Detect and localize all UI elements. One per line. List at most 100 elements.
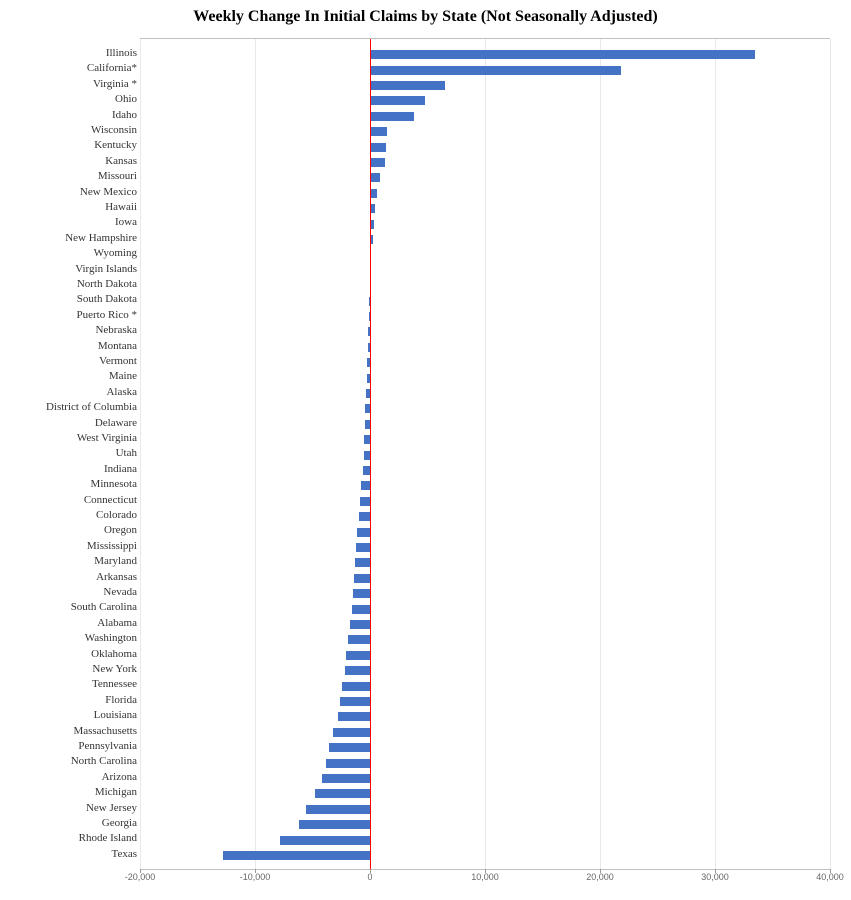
bar-label: North Carolina bbox=[7, 754, 137, 769]
gridline bbox=[255, 39, 256, 869]
bar bbox=[361, 481, 370, 490]
bar-label: Connecticut bbox=[7, 493, 137, 508]
bar-label: Montana bbox=[7, 339, 137, 354]
zero-line bbox=[370, 39, 371, 869]
bar bbox=[326, 759, 370, 768]
bar-label: Oklahoma bbox=[7, 647, 137, 662]
bar-label: Arkansas bbox=[7, 570, 137, 585]
bar-label: Nevada bbox=[7, 585, 137, 600]
bar bbox=[223, 851, 370, 860]
bar-label: Puerto Rico * bbox=[7, 308, 137, 323]
bar-label: Virgin Islands bbox=[7, 262, 137, 277]
bar-label: Texas bbox=[7, 847, 137, 862]
bar-label: Indiana bbox=[7, 462, 137, 477]
bar bbox=[370, 189, 377, 198]
gridline bbox=[485, 39, 486, 869]
bar-label: California* bbox=[7, 61, 137, 76]
bar-label: Kansas bbox=[7, 154, 137, 169]
bar bbox=[322, 774, 370, 783]
bar-label: South Carolina bbox=[7, 600, 137, 615]
bar bbox=[354, 574, 370, 583]
bar bbox=[348, 635, 370, 644]
plot-area bbox=[140, 38, 830, 870]
bar-label: South Dakota bbox=[7, 292, 137, 307]
chart-container: Weekly Change In Initial Claims by State… bbox=[0, 0, 851, 900]
bar-label: Wyoming bbox=[7, 246, 137, 261]
bar bbox=[370, 112, 414, 121]
bar bbox=[338, 712, 370, 721]
x-tick-label: -20,000 bbox=[125, 872, 156, 882]
bar bbox=[357, 528, 370, 537]
bar bbox=[363, 466, 370, 475]
bar bbox=[299, 820, 370, 829]
x-tick-label: -10,000 bbox=[240, 872, 271, 882]
bar-label: West Virginia bbox=[7, 431, 137, 446]
bar-label: Tennessee bbox=[7, 677, 137, 692]
bar-label: New Jersey bbox=[7, 801, 137, 816]
gridline bbox=[140, 39, 141, 869]
bar-label: New York bbox=[7, 662, 137, 677]
bar-label: Minnesota bbox=[7, 477, 137, 492]
bar-label: New Hampshire bbox=[7, 231, 137, 246]
gridline bbox=[715, 39, 716, 869]
bar-label: Kentucky bbox=[7, 138, 137, 153]
bar-label: Illinois bbox=[7, 46, 137, 61]
bar-label: Iowa bbox=[7, 215, 137, 230]
bar-label: Maryland bbox=[7, 554, 137, 569]
bar-label: North Dakota bbox=[7, 277, 137, 292]
bar-label: Alaska bbox=[7, 385, 137, 400]
bar bbox=[370, 173, 380, 182]
bar-label: Arizona bbox=[7, 770, 137, 785]
x-tick-label: 20,000 bbox=[586, 872, 614, 882]
bar bbox=[355, 558, 370, 567]
x-tick-label: 30,000 bbox=[701, 872, 729, 882]
bar bbox=[370, 81, 445, 90]
bar bbox=[352, 605, 370, 614]
bar-label: Michigan bbox=[7, 785, 137, 800]
bar bbox=[345, 666, 370, 675]
bar bbox=[329, 743, 370, 752]
bar-label: Delaware bbox=[7, 416, 137, 431]
x-tick-label: 0 bbox=[367, 872, 372, 882]
bar-label: Nebraska bbox=[7, 323, 137, 338]
gridline bbox=[600, 39, 601, 869]
bar-label: Hawaii bbox=[7, 200, 137, 215]
bar bbox=[370, 66, 621, 75]
bar-label: Maine bbox=[7, 369, 137, 384]
bar-label: Oregon bbox=[7, 523, 137, 538]
bar bbox=[346, 651, 370, 660]
bar bbox=[342, 682, 370, 691]
bar bbox=[359, 512, 371, 521]
bar bbox=[370, 143, 386, 152]
bar bbox=[353, 589, 370, 598]
bar-label: Mississippi bbox=[7, 539, 137, 554]
x-tick-label: 10,000 bbox=[471, 872, 499, 882]
bar bbox=[306, 805, 370, 814]
bar bbox=[356, 543, 370, 552]
bar-label: Idaho bbox=[7, 108, 137, 123]
bar bbox=[370, 96, 425, 105]
gridline bbox=[830, 39, 831, 869]
bar-label: Missouri bbox=[7, 169, 137, 184]
bar-label: District of Columbia bbox=[7, 400, 137, 415]
bar-label: New Mexico bbox=[7, 185, 137, 200]
bar bbox=[340, 697, 370, 706]
bar-label: Louisiana bbox=[7, 708, 137, 723]
bar-label: Washington bbox=[7, 631, 137, 646]
chart-title: Weekly Change In Initial Claims by State… bbox=[0, 8, 851, 26]
bar bbox=[315, 789, 370, 798]
bar-label: Florida bbox=[7, 693, 137, 708]
bar bbox=[350, 620, 370, 629]
bar-label: Virginia * bbox=[7, 77, 137, 92]
bar-label: Massachusetts bbox=[7, 724, 137, 739]
bar-label: Vermont bbox=[7, 354, 137, 369]
bar-label: Colorado bbox=[7, 508, 137, 523]
bar bbox=[280, 836, 370, 845]
x-tick-label: 40,000 bbox=[816, 872, 844, 882]
bar bbox=[370, 127, 387, 136]
bar bbox=[370, 50, 755, 59]
bar bbox=[360, 497, 370, 506]
bar-label: Ohio bbox=[7, 92, 137, 107]
bar-label: Alabama bbox=[7, 616, 137, 631]
bar-label: Wisconsin bbox=[7, 123, 137, 138]
